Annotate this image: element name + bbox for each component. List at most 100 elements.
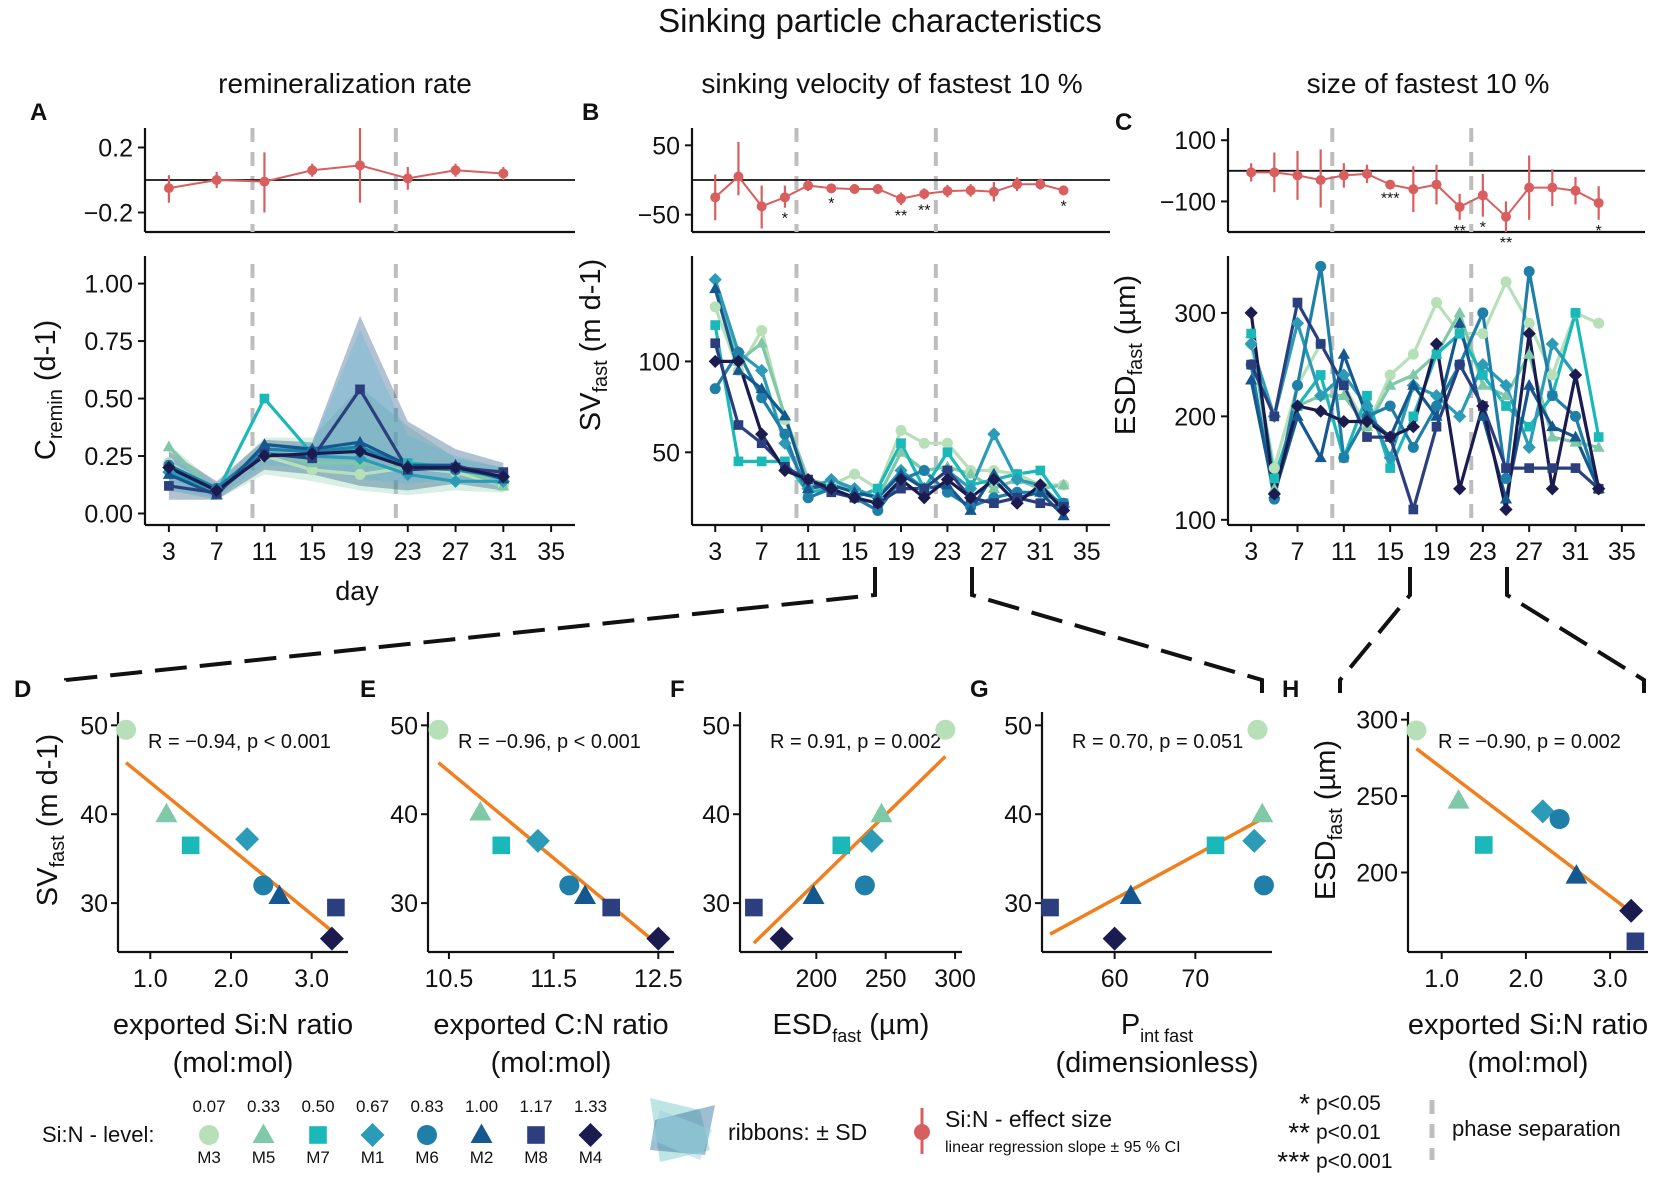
panel-b-point-m6 xyxy=(918,464,930,476)
panel-c-point-m6 xyxy=(1500,472,1512,484)
legend-sig2: p<0.01 xyxy=(1316,1121,1381,1144)
panel-f-y-tick-label: 30 xyxy=(702,890,730,918)
panel-c-point-m4 xyxy=(1360,414,1374,429)
panel-a-point-m5 xyxy=(162,440,175,452)
panel-c-point-m4 xyxy=(1267,487,1281,501)
panel-c-point-m1 xyxy=(1314,389,1328,403)
panel-b-point-m8 xyxy=(942,465,953,476)
legend-sig2-stars: ** xyxy=(1288,1117,1310,1148)
panel-c-effect-point xyxy=(1385,179,1396,190)
connector-h-right xyxy=(1505,567,1646,693)
panel-c-point-m1 xyxy=(1290,316,1305,330)
panel-d-x-tick-label: 3.0 xyxy=(294,965,329,993)
panel-a-main-y-tick-label: 0.00 xyxy=(84,501,133,529)
panel-b-point-m6 xyxy=(756,392,768,404)
panel-b-point-m5 xyxy=(894,445,908,457)
panel-b-point-m4 xyxy=(940,472,955,487)
panel-c-point-m7 xyxy=(1524,421,1535,432)
panel-h-point-m8 xyxy=(1626,932,1645,951)
legend-phase-label: phase separation xyxy=(1452,1116,1621,1141)
panel-b-effect-point xyxy=(756,201,767,212)
panel-c-effect-sig: * xyxy=(1480,220,1486,237)
panel-a-point-m2 xyxy=(353,435,367,447)
panel-e-point-m8 xyxy=(602,898,620,917)
panel-c-point-m2 xyxy=(1476,410,1489,421)
panel-b-point-m7 xyxy=(896,438,906,449)
panel-c-point-m2 xyxy=(1245,373,1258,385)
panel-h-xlabel2: (mol:mol) xyxy=(1468,1047,1589,1079)
panel-b-x-tick-label: 27 xyxy=(980,538,1008,566)
panel-b-x-tick-label: 11 xyxy=(795,538,821,566)
panel-b-point-m5 xyxy=(1057,478,1070,490)
panel-c-point-m6 xyxy=(1315,260,1327,272)
panel-letter-c: C xyxy=(1115,109,1132,136)
panel-b-point-m3 xyxy=(895,424,907,436)
panel-b-point-m4 xyxy=(1010,496,1024,510)
panel-c-point-m1 xyxy=(1429,389,1444,403)
legend-level-m3: 0.07 xyxy=(192,1097,225,1116)
panel-d-xlabel: exported Si:N ratio xyxy=(113,1009,353,1041)
panel-c-title: size of fastest 10 % xyxy=(1307,68,1550,99)
panel-a-point-m1 xyxy=(353,451,367,465)
panel-b-effect-point xyxy=(988,186,999,197)
panel-c-point-m7 xyxy=(1362,390,1372,401)
panel-a-effect-y-tick-label: 0.2 xyxy=(98,135,133,163)
panel-e-y-tick-label: 40 xyxy=(390,801,418,829)
panel-c-point-m5 xyxy=(1592,441,1605,452)
panel-h-point-m3 xyxy=(1406,720,1427,741)
panel-c-effect-point xyxy=(1524,182,1535,193)
panel-b-effect-point xyxy=(1012,179,1023,190)
panel-g-point-m6 xyxy=(1253,875,1274,896)
panel-c-point-m1 xyxy=(1337,368,1351,382)
panel-d-x-tick-label: 2.0 xyxy=(214,965,249,993)
panel-letter-b: B xyxy=(582,99,599,126)
panel-b-point-m8 xyxy=(896,483,906,494)
panel-b-point-m3 xyxy=(918,437,930,449)
panel-c-point-m4 xyxy=(1244,306,1258,320)
panel-c-point-m4 xyxy=(1290,399,1305,413)
legend-level-m4: 1.33 xyxy=(574,1097,607,1116)
legend-marker-m3 xyxy=(199,1125,219,1145)
panel-c-point-m7 xyxy=(1315,370,1326,380)
legend-marker-m8 xyxy=(527,1126,545,1144)
panel-a-main-y-tick-label: 0.50 xyxy=(84,386,133,414)
panel-c-point-m1 xyxy=(1545,337,1559,351)
legend-id-m5: M5 xyxy=(252,1148,276,1167)
panel-c-main-y-tick-label: 100 xyxy=(1174,507,1216,535)
panel-h-x-tick-label: 3.0 xyxy=(1593,965,1628,993)
legend-marker-m6 xyxy=(417,1125,437,1145)
panel-c-point-m8 xyxy=(1431,421,1442,432)
legend-id-m3: M3 xyxy=(197,1148,221,1167)
panel-c-effect-point xyxy=(1570,185,1581,196)
panel-b-point-m2 xyxy=(709,282,722,294)
panel-a-effect-point xyxy=(402,173,413,184)
panel-b-effect-point xyxy=(896,193,906,204)
panel-h-point-m4 xyxy=(1619,898,1644,923)
panel-a-x-tick-label: 35 xyxy=(537,538,565,566)
panel-c-point-m5 xyxy=(1407,368,1420,380)
panel-c-point-m8 xyxy=(1362,432,1372,442)
ribbon-swatch-3 xyxy=(652,1110,712,1160)
panel-c-point-m4 xyxy=(1545,482,1559,496)
panel-e-point-m4 xyxy=(646,926,671,951)
panel-a-x-tick-label: 7 xyxy=(210,538,224,566)
panel-h-y-tick-label: 200 xyxy=(1356,860,1398,888)
panel-b-point-m1 xyxy=(778,436,792,450)
panel-b-point-m4 xyxy=(778,463,792,478)
panel-b-point-m4 xyxy=(917,491,931,505)
panel-b-effect-sig: ** xyxy=(918,202,930,219)
panel-b-point-m8 xyxy=(989,498,999,509)
panel-a-main-y-tick-label: 0.25 xyxy=(84,443,133,471)
panel-b-effect-sig: * xyxy=(782,211,788,228)
panel-c-point-m3 xyxy=(1384,369,1396,381)
panel-c-effect-point xyxy=(1593,197,1604,208)
panel-d-point-m3 xyxy=(116,719,137,740)
panel-c-effect-point xyxy=(1501,211,1511,222)
panel-h-x-tick-label: 2.0 xyxy=(1509,965,1544,993)
panel-b-point-m1 xyxy=(964,482,978,496)
panel-f-xlabel: ESDfast (µm) xyxy=(773,1009,930,1046)
panel-g-point-m3 xyxy=(1247,719,1268,740)
legend-effect-label: Si:N - effect size xyxy=(945,1106,1112,1132)
panel-b-effect-point xyxy=(1035,179,1046,190)
panel-a-point-m8 xyxy=(164,481,174,491)
